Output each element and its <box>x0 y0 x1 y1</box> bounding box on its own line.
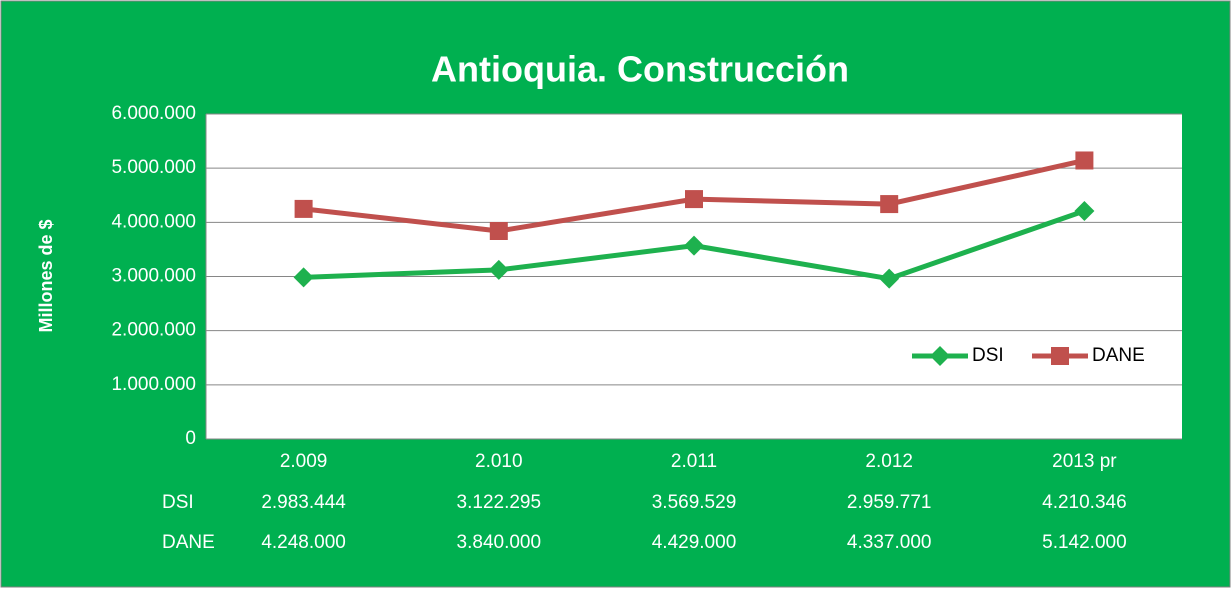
y-axis-label: Millones de $ <box>36 219 56 332</box>
legend-label: DANE <box>1092 345 1145 366</box>
data-point <box>1075 151 1094 170</box>
y-tick-label: 0 <box>185 428 196 449</box>
data-point <box>489 222 508 240</box>
y-tick-label: 5.000.000 <box>111 157 196 178</box>
chart-title: Antioquia. Construcción <box>431 49 849 90</box>
table-value: 5.142.000 <box>1042 532 1127 553</box>
table-value: 3.569.529 <box>652 492 737 513</box>
x-tick-label: 2.011 <box>671 451 717 472</box>
y-tick-label: 4.000.000 <box>111 211 196 232</box>
table-row-label: DANE <box>162 532 215 553</box>
y-tick-label: 1.000.000 <box>111 374 196 395</box>
y-tick-label: 6.000.000 <box>111 103 196 124</box>
x-tick-label: 2.010 <box>475 451 523 472</box>
data-point <box>880 195 899 214</box>
table-value: 4.210.346 <box>1042 492 1127 513</box>
data-point <box>1074 200 1095 221</box>
y-tick-label: 3.000.000 <box>111 266 196 287</box>
table-value: 4.337.000 <box>847 532 932 553</box>
table-row-label: DSI <box>162 492 194 513</box>
table-value: 4.248.000 <box>261 532 346 553</box>
data-point <box>684 235 704 256</box>
data-point <box>294 199 313 218</box>
data-point <box>293 267 314 288</box>
y-tick-label: 2.000.000 <box>111 320 196 341</box>
table-value: 2.983.444 <box>261 492 346 513</box>
x-tick-label: 2.012 <box>865 451 913 472</box>
legend-marker <box>930 346 950 366</box>
legend-label: DSI <box>972 345 1004 366</box>
data-point <box>685 190 703 209</box>
table-value: 4.429.000 <box>652 532 737 553</box>
table-value: 3.840.000 <box>457 532 542 553</box>
data-point <box>879 268 900 289</box>
x-tick-label: 2013 pr <box>1052 451 1117 472</box>
data-point <box>488 259 509 280</box>
x-tick-label: 2.009 <box>280 451 328 472</box>
table-value: 2.959.771 <box>847 492 932 513</box>
table-value: 3.122.295 <box>457 492 542 513</box>
legend-marker <box>1051 347 1069 365</box>
